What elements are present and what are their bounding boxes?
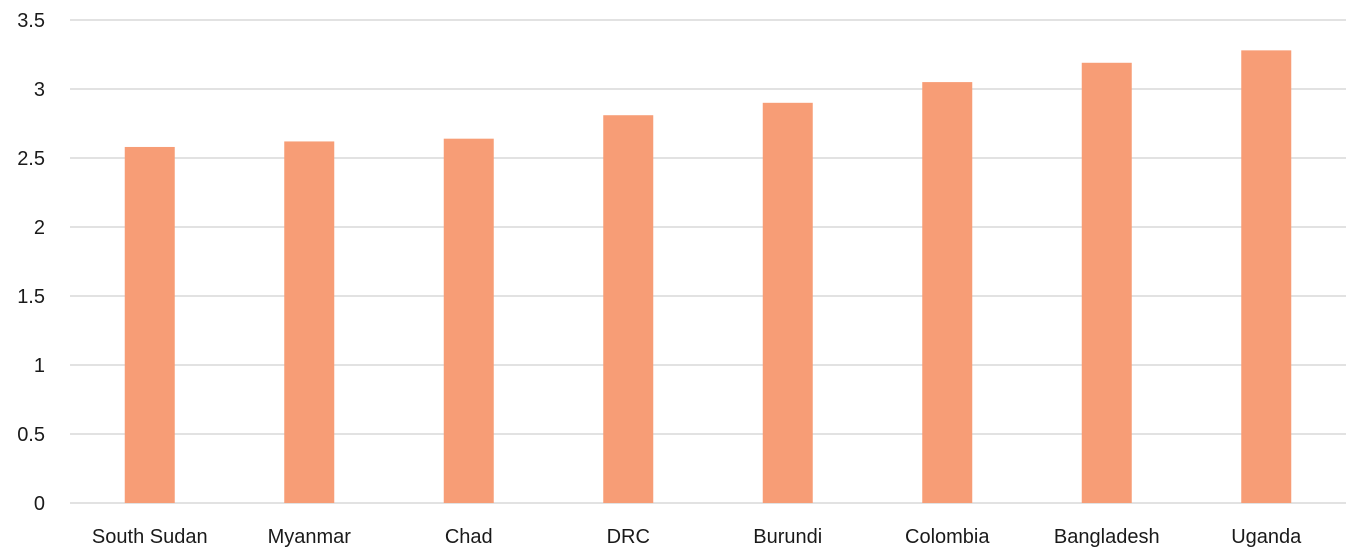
bars [124, 50, 1292, 504]
bar [443, 138, 494, 503]
bar [603, 115, 654, 503]
x-category-label: Myanmar [268, 526, 352, 548]
x-category-label: DRC [607, 526, 650, 548]
y-tick-label: 1 [34, 355, 45, 377]
bar [1241, 50, 1292, 504]
y-tick-label: 3.5 [17, 10, 45, 32]
bar [922, 82, 973, 503]
y-tick-label: 0 [34, 493, 45, 515]
y-tick-label: 2.5 [17, 148, 45, 170]
gridlines [70, 19, 1346, 504]
y-tick-label: 1.5 [17, 286, 45, 308]
bar [124, 146, 175, 503]
x-axis-category-labels: South Sudan Myanmar Chad DRC Burundi Colombia… [92, 526, 1302, 548]
x-category-label: Colombia [905, 526, 990, 548]
y-tick-label: 3 [34, 79, 45, 101]
x-category-label: Burundi [753, 526, 822, 548]
x-category-label: South Sudan [92, 526, 208, 548]
y-axis-tick-labels: 0 0.5 1 1.5 2 2.5 3 3.5 [17, 10, 45, 515]
y-tick-label: 2 [34, 217, 45, 239]
y-tick-label: 0.5 [17, 424, 45, 446]
x-category-label: Uganda [1231, 526, 1302, 548]
x-category-label: Bangladesh [1054, 526, 1160, 548]
bar [762, 102, 813, 504]
x-category-label: Chad [445, 526, 493, 548]
bar [284, 141, 335, 503]
bar [1081, 62, 1132, 503]
